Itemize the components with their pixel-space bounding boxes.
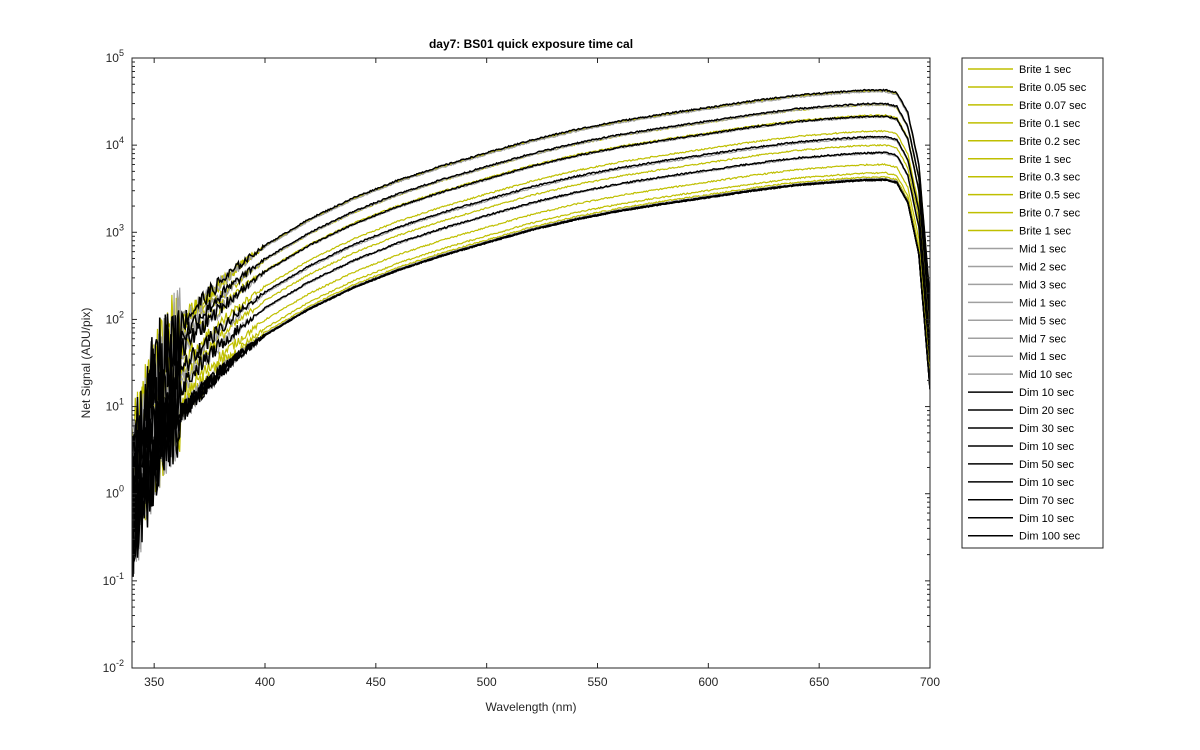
- legend-label: Dim 10 sec: [1019, 477, 1075, 489]
- y-tick-label-exponent: -2: [116, 658, 124, 668]
- y-tick-label: 10-2: [103, 658, 124, 675]
- y-tick-label: 102: [106, 309, 124, 326]
- y-tick-label: 103: [106, 222, 124, 239]
- legend-label: Dim 100 sec: [1019, 531, 1081, 543]
- series-line-dim: [132, 88, 930, 484]
- y-tick-label-exponent: 4: [119, 135, 124, 145]
- legend-label: Dim 70 sec: [1019, 495, 1075, 507]
- x-tick-label: 700: [920, 675, 940, 689]
- plot-area: 350 400 450 500 550 600 650 700 10-210-11001011…: [103, 48, 941, 689]
- legend-label: Dim 10 sec: [1019, 387, 1075, 399]
- x-tick-label: 400: [255, 675, 275, 689]
- y-tick-label: 104: [106, 135, 124, 152]
- legend-label: Dim 50 sec: [1019, 459, 1075, 471]
- y-tick-label-base: 10: [106, 487, 120, 501]
- y-tick-label-exponent: 1: [119, 397, 124, 407]
- legend: Brite 1 sec Brite 0.05 sec Brite 0.07 sec B…: [961, 57, 1104, 549]
- legend-label: Brite 1 sec: [1019, 226, 1071, 238]
- legend-label: Mid 2 sec: [1019, 261, 1067, 273]
- x-axis-label: Wavelength (nm): [486, 700, 577, 714]
- legend-items: Brite 1 sec Brite 0.05 sec Brite 0.07 sec B…: [968, 64, 1087, 543]
- y-tick-label-base: 10: [106, 312, 120, 326]
- legend-label: Dim 10 sec: [1019, 513, 1075, 525]
- legend-label: Brite 0.05 sec: [1019, 82, 1087, 94]
- legend-label: Brite 0.1 sec: [1019, 118, 1081, 130]
- y-tick-label: 10-1: [103, 571, 124, 588]
- y-tick-label-base: 10: [106, 225, 120, 239]
- legend-label: Brite 0.3 sec: [1019, 172, 1081, 184]
- y-axis-label: Net Signal (ADU/pix): [79, 308, 93, 419]
- y-tick-label-base: 10: [106, 51, 120, 65]
- legend-label: Mid 3 sec: [1019, 279, 1067, 291]
- series-line-dim: [132, 114, 930, 499]
- legend-label: Brite 0.07 sec: [1019, 100, 1087, 112]
- x-tick-label: 450: [366, 675, 386, 689]
- x-tick-label: 650: [809, 675, 829, 689]
- x-tick-label: 500: [477, 675, 497, 689]
- y-tick-label: 105: [106, 48, 124, 65]
- legend-label: Dim 30 sec: [1019, 423, 1075, 435]
- series-line-brite: [132, 175, 930, 560]
- y-tick-label: 100: [106, 484, 124, 501]
- x-axis: 350 400 450 500 550 600 650 700: [144, 58, 940, 689]
- legend-label: Mid 5 sec: [1019, 315, 1067, 327]
- axes-box: [131, 57, 931, 669]
- series-line-dim: [132, 102, 930, 508]
- y-tick-label-base: 10: [103, 661, 117, 675]
- series-line-brite: [132, 171, 930, 537]
- series-line-brite: [132, 143, 930, 535]
- legend-label: Mid 10 sec: [1019, 369, 1073, 381]
- legend-label: Brite 1 sec: [1019, 154, 1071, 166]
- legend-label: Brite 0.7 sec: [1019, 208, 1081, 220]
- y-tick-label-base: 10: [106, 138, 120, 152]
- legend-label: Brite 0.5 sec: [1019, 190, 1081, 202]
- x-tick-label: 350: [144, 675, 164, 689]
- y-tick-label-exponent: 0: [119, 484, 124, 494]
- y-tick-label-exponent: 3: [119, 222, 124, 232]
- y-tick-label-base: 10: [106, 400, 120, 414]
- y-tick-label-base: 10: [103, 574, 117, 588]
- legend-label: Dim 10 sec: [1019, 441, 1075, 453]
- y-tick-label: 101: [106, 397, 124, 414]
- legend-label: Dim 20 sec: [1019, 405, 1075, 417]
- y-tick-label-exponent: 5: [119, 48, 124, 58]
- legend-label: Brite 1 sec: [1019, 64, 1071, 76]
- x-tick-label: 600: [698, 675, 718, 689]
- series-line-dim: [132, 178, 930, 577]
- y-tick-label-exponent: 2: [119, 309, 124, 319]
- legend-label: Mid 7 sec: [1019, 333, 1067, 345]
- series-line-dim: [132, 135, 930, 533]
- chart-title: day7: BS01 quick exposure time cal: [429, 37, 633, 51]
- series-line-brite: [132, 129, 930, 504]
- x-tick-label: 550: [587, 675, 607, 689]
- legend-label: Mid 1 sec: [1019, 244, 1067, 256]
- legend-label: Mid 1 sec: [1019, 297, 1067, 309]
- legend-label: Brite 0.2 sec: [1019, 136, 1081, 148]
- series-layer: [132, 88, 930, 578]
- series-line-mid: [132, 90, 930, 472]
- y-tick-label-exponent: -1: [116, 571, 124, 581]
- series-line-dim: [132, 151, 930, 548]
- legend-label: Mid 1 sec: [1019, 351, 1067, 363]
- series-line-brite: [132, 163, 930, 558]
